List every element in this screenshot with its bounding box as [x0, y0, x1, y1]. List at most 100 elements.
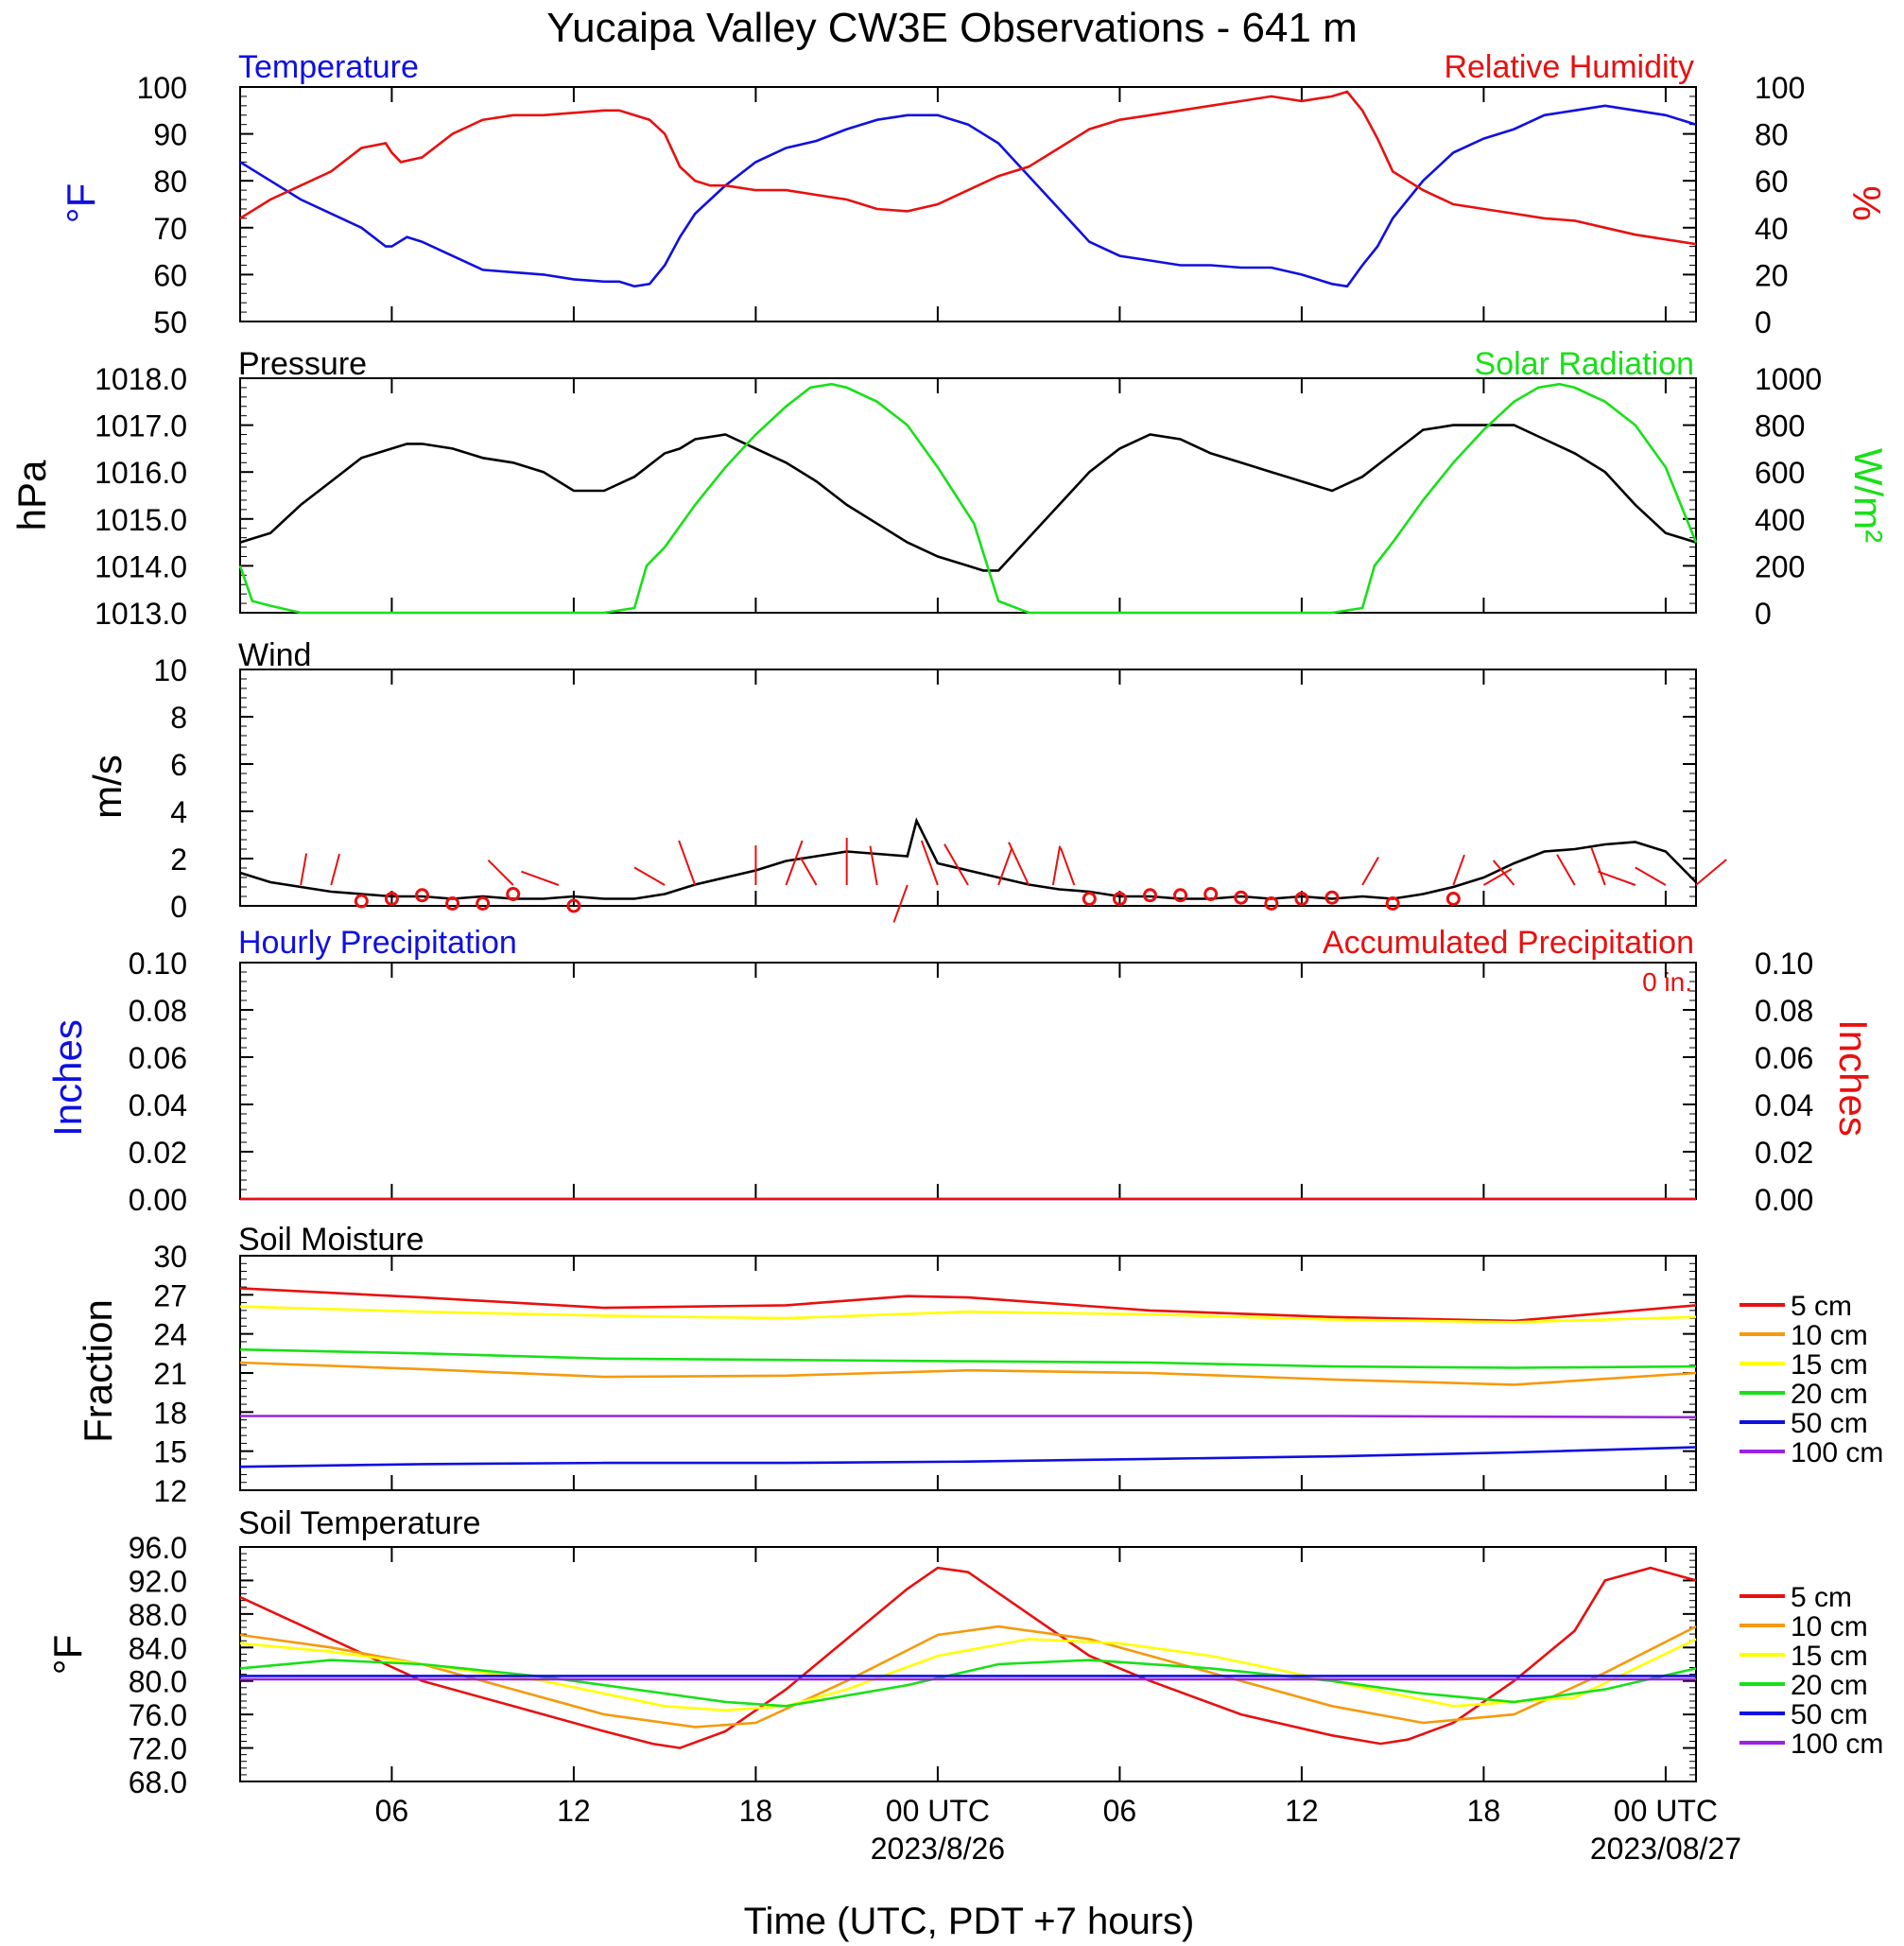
legend-label-d50: 50 cm — [1791, 1408, 1868, 1439]
legend-label-d10: 10 cm — [1791, 1611, 1868, 1642]
y-tick-label: 18 — [153, 1396, 187, 1430]
y-right-tick-label: 80 — [1755, 118, 1789, 152]
hourly-precipitation-title: Hourly Precipitation — [238, 925, 517, 961]
y-right-tick-label: 0.08 — [1755, 994, 1813, 1028]
y-tick-label: 68.0 — [129, 1765, 187, 1799]
wind-barb — [300, 853, 308, 886]
y-tick-label: 1014.0 — [95, 549, 187, 583]
wind-ylabel: m/s — [85, 755, 130, 819]
series-humidity-line — [239, 90, 1697, 246]
y-right-tick-label: 0.10 — [1755, 947, 1813, 981]
wind-barb — [1051, 845, 1062, 886]
series-d5-line — [239, 1287, 1697, 1323]
plot-frame — [239, 1255, 1697, 1491]
x-tick-label: 06 — [1103, 1794, 1137, 1828]
wind-barb — [920, 840, 939, 886]
calm-wind-marker — [506, 887, 521, 901]
y-tick-label: 70 — [153, 212, 187, 246]
plot-frame — [239, 669, 1697, 907]
y-tick-label: 8 — [170, 701, 187, 735]
y-right-tick-label: 600 — [1755, 456, 1805, 490]
legend-label-d5: 5 cm — [1791, 1582, 1852, 1613]
x-tick-label: 00 UTC — [886, 1794, 990, 1828]
y-tick-label: 0.06 — [129, 1041, 187, 1075]
y-right-tick-label: 400 — [1755, 503, 1805, 537]
calm-wind-marker — [1294, 892, 1309, 906]
calm-wind-marker — [1445, 892, 1461, 906]
calm-wind-marker — [476, 896, 491, 911]
y-right-tick-label: 1000 — [1755, 362, 1822, 396]
y-right-tick-label: 20 — [1755, 258, 1789, 292]
y-tick-label: 60 — [153, 258, 187, 292]
y-right-tick-label: 200 — [1755, 549, 1805, 583]
wind-title: Wind — [238, 637, 311, 673]
soil-temperature-ylabel: °F — [45, 1635, 90, 1675]
x-date-label: 2023/8/26 — [871, 1832, 1005, 1866]
legend-label-d50: 50 cm — [1791, 1699, 1868, 1730]
hourly-precip-ylabel: Inches — [45, 1019, 90, 1137]
y-tick-label: 1018.0 — [95, 362, 187, 396]
wind-barb — [1598, 870, 1636, 886]
solar-radiation-title: Solar Radiation — [1475, 346, 1694, 382]
wind-barb — [1452, 854, 1465, 886]
y-right-tick-label: 800 — [1755, 409, 1805, 443]
y-tick-label: 100 — [137, 71, 187, 105]
calm-wind-marker — [1324, 890, 1340, 905]
y-tick-label: 1017.0 — [95, 409, 187, 443]
calm-wind-marker — [1385, 896, 1400, 911]
soil-moisture-title: Soil Moisture — [238, 1222, 424, 1258]
wind-barb — [487, 859, 514, 886]
series-d100-line — [240, 1415, 1697, 1419]
panel-temperature-humidity: 100 90 80 70 60 50 100 80 60 40 20 0 — [137, 71, 1806, 339]
series-d5-line — [239, 1566, 1697, 1749]
x-tick-label: 06 — [375, 1794, 409, 1828]
plot-frame — [239, 86, 1697, 322]
legend-label-d10: 10 cm — [1791, 1320, 1868, 1351]
y-tick-label: 96.0 — [129, 1531, 187, 1565]
y-tick-label: 1015.0 — [95, 503, 187, 537]
x-tick-label: 00 UTC — [1614, 1794, 1718, 1828]
calm-wind-marker — [1264, 896, 1279, 911]
plot-frame — [239, 1546, 1697, 1782]
wind-barb — [1059, 847, 1076, 886]
y-tick-label: 0.02 — [129, 1136, 187, 1170]
wind-barb — [1695, 859, 1727, 886]
y-tick-label: 92.0 — [129, 1564, 187, 1598]
y-right-tick-label: 0.04 — [1755, 1088, 1813, 1122]
series-pressure-line — [239, 424, 1697, 572]
legend-label-d15: 15 cm — [1791, 1641, 1868, 1672]
wind-barb — [997, 847, 1013, 886]
calm-wind-marker — [415, 888, 429, 903]
wind-barb — [678, 840, 697, 886]
y-tick-label: 72.0 — [129, 1732, 187, 1766]
y-tick-label: 80.0 — [129, 1665, 187, 1699]
y-tick-label: 1013.0 — [95, 597, 187, 631]
wind-barb — [330, 853, 341, 886]
series-d20-line — [239, 1347, 1697, 1369]
calm-wind-marker — [445, 896, 460, 911]
y-tick-label: 88.0 — [129, 1598, 187, 1632]
calm-wind-marker — [384, 892, 399, 906]
y-right-tick-label: 0 — [1755, 597, 1772, 631]
legend-label-d100: 100 cm — [1791, 1729, 1883, 1760]
y-tick-label: 0.00 — [129, 1183, 187, 1217]
wind-barb — [1556, 854, 1576, 886]
y-right-tick-label: 100 — [1755, 71, 1805, 105]
y-tick-label: 1016.0 — [95, 456, 187, 490]
calm-wind-marker — [1082, 892, 1097, 906]
series-d15-line — [239, 1305, 1697, 1324]
series-d20-line — [239, 1659, 1697, 1708]
calm-wind-marker — [1143, 888, 1157, 903]
accum-precip-ylabel: Inches — [1831, 1019, 1876, 1137]
wind-barb — [1590, 847, 1606, 886]
y-tick-label: 15 — [153, 1435, 187, 1469]
wind-barb — [892, 884, 909, 923]
y-tick-label: 0.10 — [129, 947, 187, 981]
x-tick-label: 18 — [1467, 1794, 1501, 1828]
y-tick-label: 0.04 — [129, 1088, 187, 1122]
wind-barb — [785, 840, 804, 886]
series-temperature-line — [239, 104, 1697, 288]
y-right-tick-label: 0 — [1755, 305, 1772, 339]
